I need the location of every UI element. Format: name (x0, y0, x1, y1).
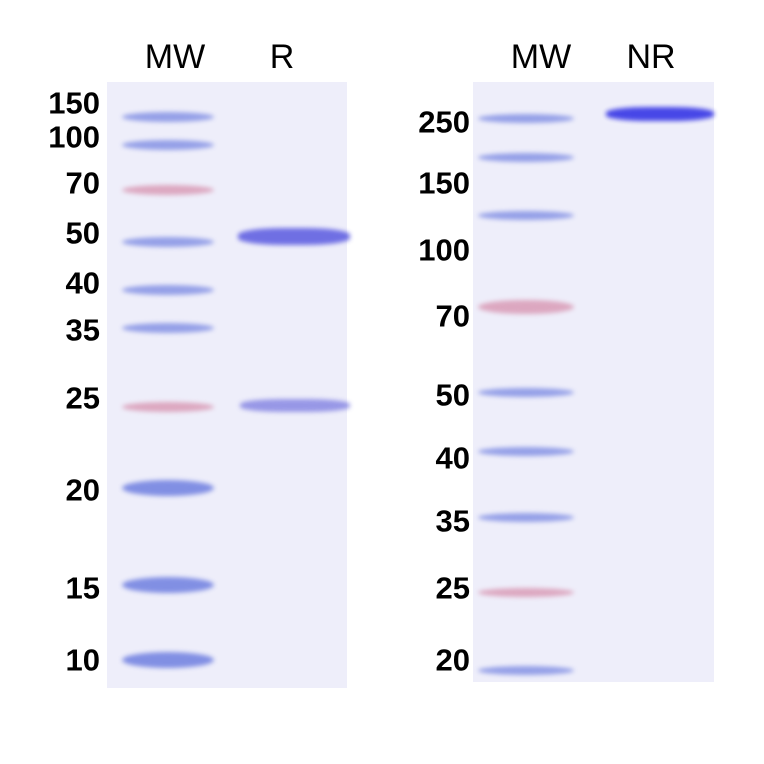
marker-label: 150 (48, 85, 100, 121)
marker-band (122, 402, 214, 412)
marker-label: 70 (65, 165, 100, 201)
marker-label: 50 (65, 215, 100, 251)
lane-header-r: R (269, 38, 295, 76)
marker-band (122, 140, 214, 150)
marker-band (478, 587, 574, 597)
marker-band (478, 512, 574, 522)
marker-band (478, 210, 574, 220)
marker-band (122, 652, 214, 668)
marker-label: 35 (65, 312, 100, 348)
marker-label: 40 (65, 265, 100, 301)
marker-band (122, 480, 214, 496)
marker-label: 15 (65, 570, 100, 606)
marker-label: 20 (65, 472, 100, 508)
sample-band-25 (240, 399, 350, 412)
marker-label: 70 (435, 298, 470, 334)
marker-band (122, 285, 214, 295)
marker-band (122, 185, 214, 195)
marker-label: 50 (435, 377, 470, 413)
gel-non-reduced (473, 82, 714, 682)
marker-label: 20 (435, 642, 470, 678)
marker-band (122, 577, 214, 593)
marker-band (122, 237, 214, 247)
marker-label: 100 (418, 232, 470, 268)
sample-band-50 (238, 228, 350, 245)
marker-band (478, 113, 574, 123)
gel-reduced (107, 82, 347, 688)
marker-label: 35 (435, 503, 470, 539)
lane-header-mw-2: MW (510, 38, 572, 76)
marker-label: 10 (65, 642, 100, 678)
marker-label: 100 (48, 119, 100, 155)
marker-band (478, 387, 574, 397)
marker-band (478, 446, 574, 456)
lane-header-mw-1: MW (144, 38, 206, 76)
marker-band (478, 665, 574, 675)
marker-band (478, 152, 574, 162)
marker-band (122, 323, 214, 333)
marker-label: 150 (418, 165, 470, 201)
lane-header-nr: NR (626, 38, 676, 76)
marker-label: 25 (435, 570, 470, 606)
marker-label: 250 (418, 104, 470, 140)
sample-band-250 (606, 107, 714, 121)
marker-band (122, 112, 214, 122)
marker-label: 25 (65, 380, 100, 416)
marker-label: 40 (435, 440, 470, 476)
marker-band (478, 300, 574, 314)
